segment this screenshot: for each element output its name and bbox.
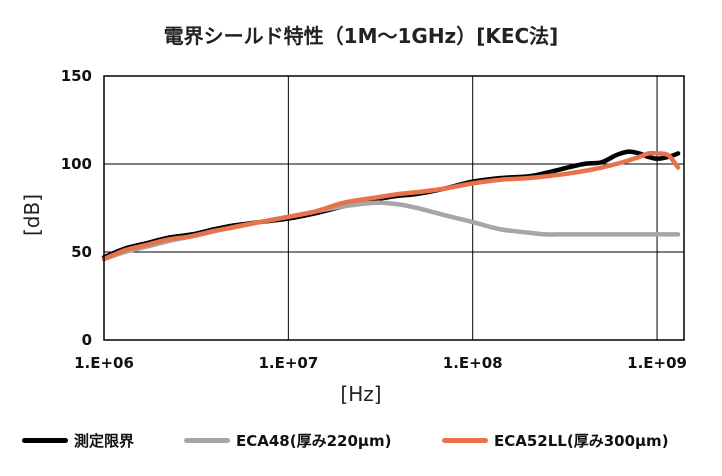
legend-item: 測定限界	[22, 428, 134, 452]
legend-swatch	[184, 437, 230, 443]
x-tick-label: 1.E+08	[443, 354, 503, 372]
y-tick-label: 0	[82, 331, 92, 349]
x-tick-label: 1.E+09	[627, 354, 687, 372]
plot-frame	[103, 75, 685, 341]
x-axis-label: [Hz]	[340, 382, 382, 406]
x-tick-label: 1.E+06	[74, 354, 134, 372]
x-tick-label: 1.E+07	[258, 354, 318, 372]
legend-label: ECA52LL(厚み300μm)	[494, 431, 669, 450]
series-line-eca52ll	[101, 150, 681, 262]
y-tick-label: 50	[71, 243, 92, 261]
legend-swatch	[22, 437, 68, 443]
chart-title: 電界シールド特性（1M〜1GHz）[KEC法]	[163, 24, 559, 48]
legend-item: ECA52LL(厚み300μm)	[442, 428, 669, 452]
legend-label: ECA48(厚み220μm)	[236, 431, 392, 450]
y-tick-label: 150	[61, 67, 92, 85]
legend-item: ECA48(厚み220μm)	[184, 428, 391, 452]
series-line-eca48	[101, 200, 681, 262]
legend: 測定限界 ECA48(厚み220μm) ECA52LL(厚み300μm)	[22, 428, 712, 452]
legend-label: 測定限界	[74, 431, 135, 450]
y-tick-label: 100	[61, 155, 92, 173]
legend-swatch	[442, 437, 488, 443]
